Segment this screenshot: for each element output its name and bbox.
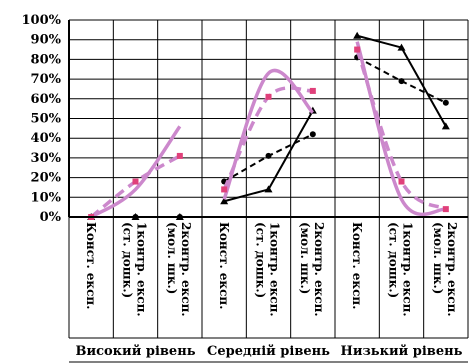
category-label: Конст. експ. <box>84 222 98 309</box>
category-label-line: Конст. експ. <box>84 222 98 309</box>
series-line <box>90 154 181 219</box>
group-label: Низький рівень <box>341 344 463 359</box>
y-tick-label: 70% <box>31 72 62 87</box>
category-label-line: (мол. шк.) <box>298 222 312 294</box>
category-label: 2контр. експ.(мол. шк.) <box>165 222 193 317</box>
y-tick-label: 10% <box>31 190 62 205</box>
category-label-line: Конст. експ. <box>350 222 364 309</box>
category-labels: Конст. експ. 1контр. експ.(ст. дошк.) 2кон… <box>75 222 462 359</box>
data-point-triangle <box>441 122 450 130</box>
category-label-line: (ст. дошк.) <box>387 222 401 298</box>
data-point-circle <box>265 152 272 159</box>
y-tick-label: 30% <box>31 151 62 166</box>
y-tick-label: 80% <box>31 52 62 67</box>
data-point-square <box>132 178 139 185</box>
data-point-circle <box>309 131 316 138</box>
category-label-line: Конст. експ. <box>217 222 231 309</box>
data-point-square <box>442 206 449 213</box>
y-tick-label: 90% <box>31 33 62 48</box>
data-point-square <box>221 186 228 193</box>
data-point-square <box>398 178 405 185</box>
data-point-triangle <box>353 31 362 39</box>
category-label-line: 1контр. експ. <box>401 222 415 317</box>
series-line <box>355 41 447 217</box>
category-label: Конст. експ. <box>350 222 364 309</box>
y-tick-label: 60% <box>31 92 62 107</box>
series-line <box>355 48 447 211</box>
category-label: 2контр. експ.(мол. шк.) <box>298 222 326 317</box>
category-label: 1контр. експ.(ст. дошк.) <box>254 222 282 317</box>
group-label: Високий рівень <box>75 344 195 359</box>
data-point-square <box>176 152 183 159</box>
group-label: Середній рівень <box>207 344 330 359</box>
axes <box>68 20 468 218</box>
data-point-triangle <box>220 197 229 205</box>
category-label-line: (мол. шк.) <box>165 222 179 294</box>
y-tick-label: 0% <box>40 210 62 225</box>
data-point-triangle <box>397 43 406 51</box>
category-label-line: 2контр. експ. <box>179 222 193 317</box>
data-point-square <box>265 93 272 100</box>
data-point-triangle <box>264 185 273 193</box>
y-tick-label: 20% <box>31 171 62 186</box>
data-point-square <box>354 46 361 53</box>
data-point-circle <box>442 99 449 106</box>
series-layer <box>87 31 450 220</box>
category-label: 1контр. експ.(ст. дошк.) <box>121 222 149 317</box>
series-line <box>90 125 182 219</box>
category-label-line: (мол. шк.) <box>431 222 445 294</box>
category-label-line: (ст. дошк.) <box>254 222 268 298</box>
y-axis-ticks: 0% 10% 20% 30% 40% 50% 60% 70% 80% 90% 100% <box>22 13 62 225</box>
y-tick-label: 100% <box>22 13 62 28</box>
category-label: 2контр. експ.(мол. шк.) <box>431 222 459 317</box>
data-point-square <box>309 87 316 94</box>
category-label-line: 2контр. експ. <box>445 222 459 317</box>
category-label-line: 1контр. експ. <box>268 222 282 317</box>
category-label-line: 2контр. експ. <box>312 222 326 317</box>
data-point-circle <box>398 78 405 85</box>
category-label: 1контр. експ.(ст. дошк.) <box>387 222 415 317</box>
category-label-line: (ст. дошк.) <box>121 222 135 298</box>
y-tick-label: 50% <box>31 112 62 127</box>
category-label-line: 1контр. експ. <box>135 222 149 317</box>
y-tick-label: 40% <box>31 131 62 146</box>
category-label: Конст. експ. <box>217 222 231 309</box>
